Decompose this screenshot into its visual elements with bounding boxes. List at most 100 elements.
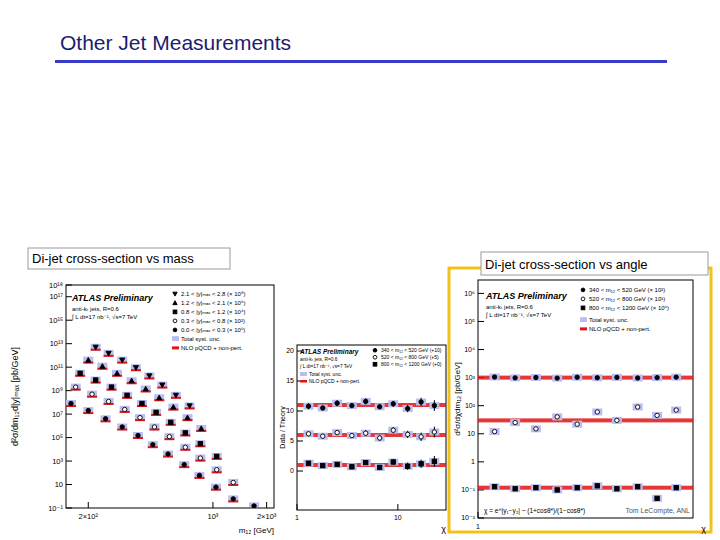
legend-syst-swatch [300,372,307,376]
y-tick-label: 10 [286,407,294,414]
y-tick-label: 10 [55,480,63,489]
syst-box [107,384,117,391]
annotation: anti-kₜ jets, R=0.6 [486,304,534,310]
data-point [231,497,235,501]
y-tick [66,343,72,344]
data-point [86,357,91,362]
syst-box [633,374,643,381]
syst-box [403,405,413,412]
data-point [152,425,156,429]
syst-box [510,419,520,426]
footer: Tom LeCompte, ANL [625,507,690,515]
syst-box [652,374,662,381]
y-tick-label: 20 [286,347,294,354]
data-point [391,402,395,406]
syst-box [388,427,398,434]
data-point [173,393,178,398]
data-point [534,427,538,431]
y-tick-label: 10¹¹ [50,363,64,372]
legend-label: 800 < m₁₂ < 1200 GeV (× 10⁰) [589,305,669,311]
caption-box [481,252,708,275]
syst-box [180,444,190,451]
data-point [655,496,659,500]
syst-box [572,484,582,491]
annotation: anti-kₜ jets, R=0.6 [72,306,120,312]
data-point [432,459,436,463]
syst-box [71,384,81,391]
data-point [198,442,202,446]
syst-box [332,461,342,468]
legend-marker [173,301,177,305]
data-point [575,422,579,426]
x-tick [266,502,267,508]
y-axis-label: Data / Theory [279,406,287,449]
caption-box [28,248,230,269]
syst-box [531,484,541,491]
syst-box [182,414,192,421]
data-point [655,375,659,379]
syst-box [361,430,371,437]
legend-theory-swatch [580,327,587,330]
syst-box [375,464,385,471]
syst-box [361,398,371,405]
legend-label: Total syst. unc. [181,336,221,342]
y-tick [478,518,484,519]
plot-frame [478,280,693,518]
data-point [513,376,517,380]
syst-box [249,502,259,508]
syst-box [375,435,385,442]
legend-marker [373,355,377,359]
highlight-frame [449,268,711,532]
data-point [157,395,162,400]
syst-box [112,370,122,377]
data-point [492,429,496,433]
data-point [143,386,148,391]
syst-box [133,432,143,439]
syst-box [87,391,97,398]
legend-label: NLO pQCD + non-pert. [589,326,651,332]
data-point [215,454,219,458]
data-point [377,465,381,469]
data-point [306,461,310,465]
data-point [405,464,409,468]
y-tick-label: 1 [471,458,475,465]
x-tick [212,502,213,508]
data-point [199,426,204,431]
data-point [534,485,538,489]
data-point [555,415,559,419]
data-point [575,375,579,379]
data-point [231,480,235,484]
data-point [73,385,77,389]
syst-box [347,432,357,439]
data-point [138,415,142,419]
data-point [615,487,619,491]
annotation: ∫ L dt=17 nb⁻¹, √s=7 TeV [485,312,551,319]
syst-box [592,408,602,415]
syst-box [91,344,101,351]
syst-box [552,375,562,382]
syst-box [168,404,178,411]
legend-marker [581,288,585,292]
y-tick-label: 10⁻¹ [461,486,475,493]
y-tick [478,405,484,406]
data-point [321,406,325,410]
data-point [432,403,436,407]
y-tick-label: 10³ [52,457,63,466]
chart: 110⁻²10⁻¹11010²10³10⁴10⁵10⁶χd²σ/dχdm₁₂ [… [453,252,708,534]
syst-box [75,370,85,377]
syst-box [490,428,500,435]
data-point [78,371,82,375]
data-point [615,375,619,379]
data-point [674,485,678,489]
data-point [595,484,599,488]
plot-data [478,374,693,502]
legend-marker [173,328,177,332]
x-tick-label: 2×10³ [257,512,277,521]
y-tick [66,484,72,485]
data-point [154,410,158,414]
y-tick [297,441,303,442]
data-point [183,445,187,449]
data-point [171,404,176,409]
syst-box [104,350,114,357]
syst-box [179,461,189,468]
